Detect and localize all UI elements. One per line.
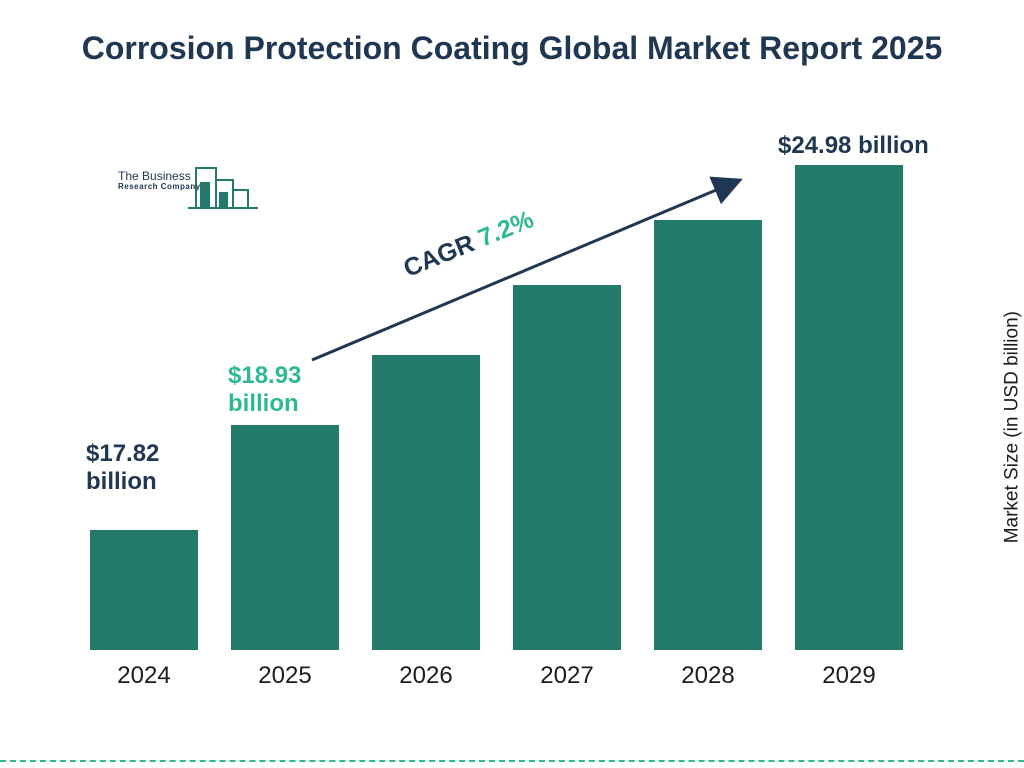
y-axis-label: Market Size (in USD billion) [1001, 311, 1023, 543]
bottom-divider [0, 760, 1024, 762]
trend-arrow [0, 0, 1024, 768]
